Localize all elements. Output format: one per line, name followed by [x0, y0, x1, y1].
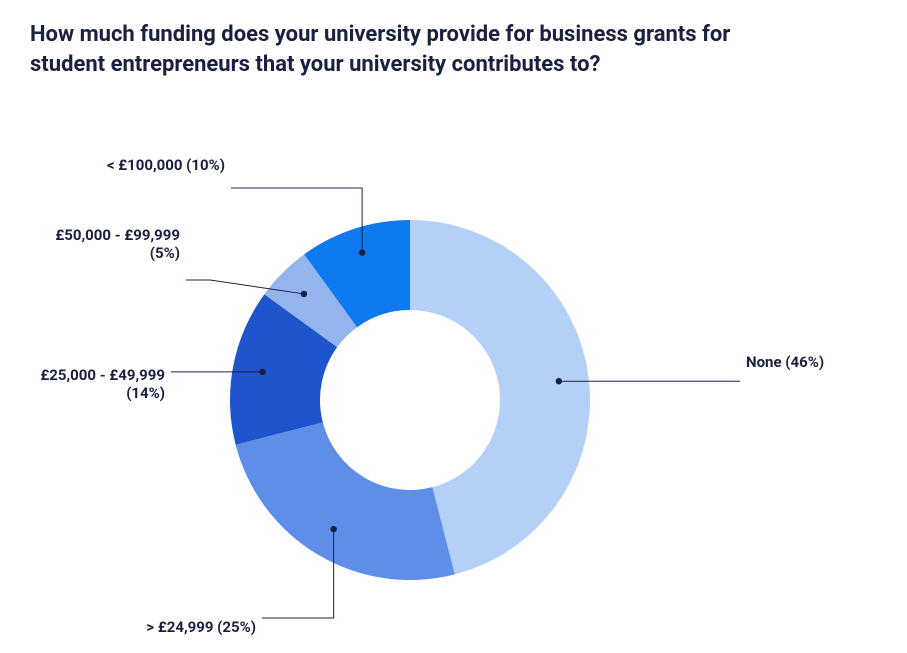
- slice-label-none: None (46%): [746, 353, 824, 371]
- slice-label-lt25k: > £24,999 (25%): [146, 618, 256, 636]
- donut-chart: None (46%) > £24,999 (25%) £25,000 - £49,9…: [0, 0, 907, 653]
- slice-label-50_100: £50,000 - £99,999(5%): [55, 226, 180, 262]
- chart-page: How much funding does your university pr…: [0, 0, 907, 653]
- slice-label-gte100: < £100,000 (10%): [107, 156, 225, 174]
- slice-lt25k: [236, 422, 455, 580]
- slice-label-25_50: £25,000 - £49,999(14%): [40, 366, 165, 402]
